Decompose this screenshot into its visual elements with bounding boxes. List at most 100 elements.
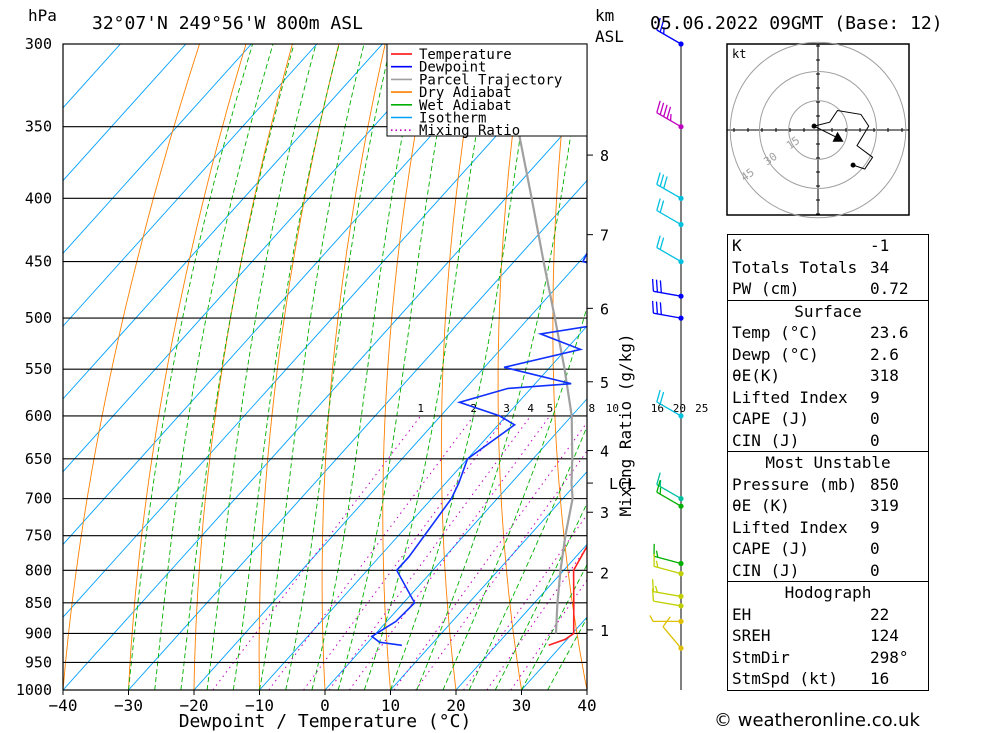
- legend-label: Wet Adiabat: [419, 98, 512, 114]
- wind-barb-shaft: [656, 112, 682, 128]
- wind-barb-flag: [656, 198, 661, 211]
- legend-label: Dry Adiabat: [419, 85, 512, 101]
- pressure-tick-label: 950: [25, 654, 52, 672]
- table-row: PW (cm) 0.72: [728, 278, 928, 300]
- hodograph-ring-label: 15: [784, 134, 802, 152]
- wind-level-dot: [678, 503, 684, 509]
- wind-barb-flag: [659, 302, 662, 315]
- wind-barb: [653, 553, 684, 577]
- isotherm-line: [128, 179, 587, 690]
- pressure-tick-label: 500: [25, 309, 52, 327]
- dry-adiabat-line: [63, 44, 200, 690]
- mixing-ratio-line: [415, 450, 587, 690]
- table-row: StmSpd (kt) 16: [728, 668, 928, 690]
- table-row: CIN (J) 0: [728, 560, 928, 582]
- wet-adiabat-line: [285, 44, 392, 690]
- pressure-tick-label: 300: [25, 35, 52, 53]
- isotherm-line: [63, 107, 587, 690]
- wind-barb: [656, 472, 684, 502]
- wind-level-dot: [678, 618, 684, 625]
- table-row: EH 22: [728, 604, 928, 626]
- wind-barbs: [649, 17, 684, 690]
- dry-adiabat-line: [440, 44, 479, 690]
- table-row-label: CIN (J): [732, 560, 800, 580]
- wind-level-dot: [678, 124, 684, 130]
- mixing-ratio-labels: 1 2 3 4 5 8 10 16 20 25: [417, 402, 708, 415]
- dry-adiabat-line: [657, 44, 718, 690]
- table-row: CAPE (J) 0: [728, 408, 928, 430]
- table-row-value: 0: [870, 560, 880, 580]
- mixing-ratio-label: 4: [527, 402, 534, 415]
- table-row: StmDir 298°: [728, 647, 928, 669]
- legend-box: [386, 43, 588, 137]
- isotherm-line: [259, 325, 587, 690]
- wind-barb-flag: [651, 300, 655, 314]
- wind-barb-shaft: [653, 290, 682, 297]
- table-row-label: θE(K): [732, 366, 781, 385]
- table-row-value: 2.6: [870, 344, 899, 364]
- indices-table: K -1 Totals Totals 34 PW (cm) 0.72 Surface Te…: [727, 234, 929, 691]
- wind-barb-flag: [656, 472, 661, 485]
- table-row-value: -1: [870, 236, 890, 255]
- table-row-label: CAPE (J): [732, 539, 810, 558]
- temperature-line: [548, 544, 587, 647]
- wind-barb-shaft: [656, 484, 682, 500]
- mixing-ratio-label: 5: [547, 402, 554, 415]
- hodograph-ring: [788, 100, 848, 160]
- wind-level-dot: [678, 315, 684, 321]
- wind-barb-flag: [655, 550, 659, 558]
- table-row-value: 0: [870, 430, 880, 450]
- table-row-label: Lifted Index: [732, 387, 848, 407]
- wind-barb-flag: [656, 100, 661, 113]
- mixing-ratio-line: [348, 415, 551, 690]
- pressure-tick-label: 800: [25, 561, 52, 579]
- wind-barb-flag: [659, 391, 665, 405]
- km-tick-label: 1: [600, 622, 609, 640]
- wind-barb: [656, 389, 684, 419]
- wet-adiabat-line: [442, 305, 587, 690]
- wet-adiabat-line: [416, 44, 586, 690]
- wind-barb: [656, 172, 684, 201]
- pressure-tick-label: 700: [25, 490, 52, 508]
- hodograph-stats-rows: EH 22 SREH 124 StmDir 298° StmSpd (kt) 16: [728, 604, 928, 690]
- wind-level-dot: [678, 221, 684, 228]
- storm-motion-vector: [813, 125, 838, 139]
- mixing-ratio-line: [328, 415, 532, 690]
- legend-label: Dewpoint: [419, 60, 486, 76]
- mixing-ratio-line: [510, 579, 587, 690]
- wet-adiabat-line: [363, 44, 492, 690]
- wind-barb-flag: [651, 278, 655, 292]
- x-tick-label: 0: [320, 696, 330, 715]
- most-unstable-rows: Pressure (mb) 850 θE (K) 319 Lifted Index 9 CA…: [728, 474, 928, 582]
- wind-barb-flag: [663, 104, 668, 117]
- wet-adiabat-line: [337, 44, 455, 690]
- km-tick-label: 5: [600, 374, 609, 392]
- table-row: K -1: [728, 235, 928, 257]
- isotherm-line: [324, 398, 587, 690]
- profiles: [370, 44, 587, 647]
- pressure-tick-label: 350: [25, 118, 52, 136]
- pressure-tick-label: 600: [25, 407, 52, 425]
- pressure-tick-label: 650: [25, 450, 52, 468]
- wind-barb-shaft: [656, 29, 682, 45]
- table-row-label: Pressure (mb): [732, 474, 858, 494]
- wind-barb-shaft: [656, 491, 682, 507]
- table-row: Temp (°C) 23.6: [728, 322, 928, 344]
- x-tick-label: −20: [180, 696, 209, 715]
- wind-barb-flag: [655, 560, 659, 568]
- pressure-tick-label: 1000: [16, 681, 52, 699]
- table-row-value: 9: [870, 387, 880, 407]
- wet-adiabat-line: [128, 44, 254, 690]
- hodograph-end-point: [850, 162, 856, 168]
- wind-barb-flag: [659, 19, 665, 33]
- table-row-label: θE (K): [732, 496, 790, 515]
- wet-adiabat-line: [547, 617, 587, 690]
- copyright-link[interactable]: © weatheronline.co.uk: [714, 710, 920, 731]
- km-tick-label: 3: [600, 504, 609, 522]
- table-row: θE (K) 319: [728, 495, 928, 517]
- wind-barb-flag: [656, 480, 661, 493]
- datetime-label: 05.06.2022 09GMT (Base: 12): [650, 13, 943, 34]
- most-unstable-title: Most Unstable: [728, 451, 928, 474]
